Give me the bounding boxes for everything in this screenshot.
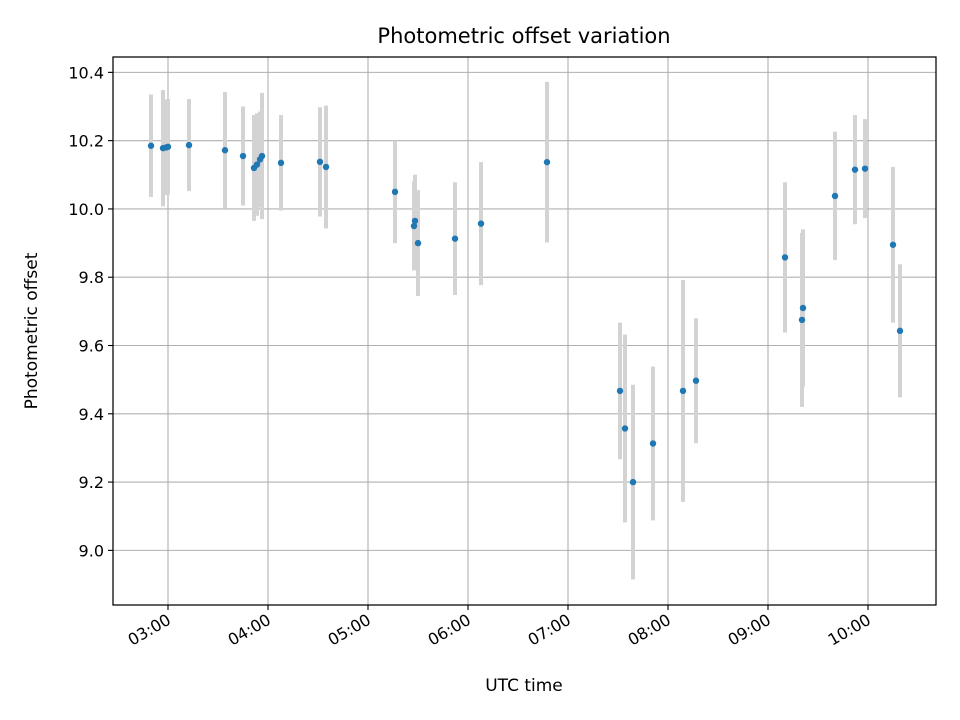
y-tick-label: 9.2 — [79, 473, 104, 492]
y-tick-label: 10.0 — [68, 200, 104, 219]
data-point — [410, 222, 418, 230]
data-point — [253, 161, 261, 168]
data-point — [322, 163, 330, 171]
data-point — [147, 142, 155, 149]
y-tick-label: 9.8 — [79, 268, 104, 287]
data-point — [896, 327, 904, 335]
data-point — [221, 147, 229, 154]
data-point — [277, 159, 285, 167]
data-point — [258, 152, 266, 160]
data-points — [147, 141, 904, 486]
data-point — [692, 377, 700, 384]
chart-title: Photometric offset variation — [377, 24, 670, 48]
y-tick-label: 10.4 — [68, 63, 104, 82]
data-point — [629, 478, 637, 486]
data-point — [861, 165, 869, 172]
data-point — [164, 143, 172, 150]
data-point — [616, 387, 624, 395]
data-point — [621, 425, 629, 432]
y-axis-ticks: 9.0 9.2 9.4 9.6 9.8 10.0 10.2 10.4 — [68, 63, 113, 560]
plot-frame — [112, 56, 937, 606]
data-point — [414, 239, 422, 247]
data-point — [781, 254, 789, 261]
grid — [113, 57, 936, 605]
data-point — [239, 152, 247, 160]
y-tick-label: 9.0 — [79, 541, 104, 560]
data-point — [851, 166, 859, 173]
y-tick-label: 9.6 — [79, 337, 104, 356]
y-axis-label: Photometric offset — [22, 252, 42, 409]
data-point — [316, 158, 324, 166]
data-point — [477, 220, 485, 227]
y-tick-label: 10.2 — [68, 132, 104, 151]
data-point — [185, 141, 193, 149]
data-point — [649, 440, 657, 447]
data-point — [798, 316, 806, 324]
x-axis-label: UTC time — [485, 676, 563, 696]
data-point — [679, 387, 687, 395]
data-point — [889, 241, 897, 248]
data-point — [543, 158, 551, 166]
data-point — [391, 188, 399, 196]
data-point — [831, 192, 839, 200]
data-point — [411, 217, 419, 225]
data-point — [799, 304, 807, 312]
data-point — [451, 235, 459, 242]
y-tick-label: 9.4 — [79, 405, 104, 424]
